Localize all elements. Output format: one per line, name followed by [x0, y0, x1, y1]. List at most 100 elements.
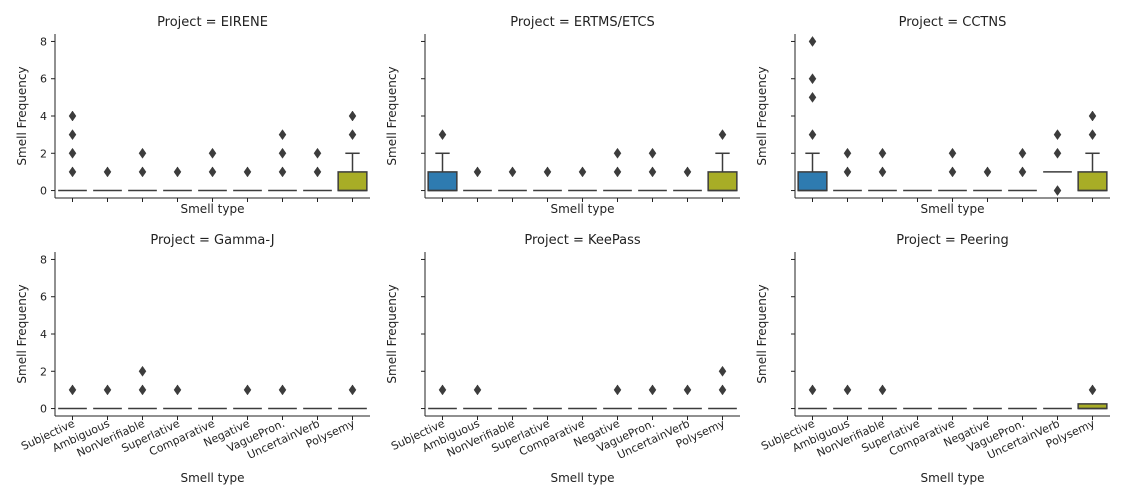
outlier-point — [843, 147, 852, 159]
outlier-point — [103, 166, 112, 178]
outlier-point — [313, 147, 322, 159]
y-tick-label: 4 — [40, 328, 47, 341]
outlier-point — [438, 384, 447, 396]
outlier-point — [278, 166, 287, 178]
outlier-point — [578, 166, 587, 178]
outlier-point — [138, 166, 147, 178]
box-subjective — [427, 129, 458, 202]
box-nonverifiable: NonVerifiable — [815, 384, 897, 460]
box-vaguepron — [638, 147, 667, 202]
box-uncertainverb — [1043, 129, 1072, 202]
outlier-point — [683, 384, 692, 396]
box-vaguepron — [268, 129, 297, 202]
panel-3: Project = CCTNS Smell Frequency Smell type — [755, 15, 1110, 216]
outlier-point — [278, 147, 287, 159]
panel-5: Project = KeePass Smell Frequency Smell ty… — [385, 233, 740, 485]
y-axis-label: Smell Frequency — [385, 284, 399, 383]
outlier-point — [138, 365, 147, 377]
y-tick-label: 0 — [40, 403, 47, 416]
outlier-point — [278, 129, 287, 141]
y-tick-label: 0 — [40, 185, 47, 198]
box-nonverifiable — [128, 147, 157, 202]
x-axis-label: Smell type — [551, 471, 615, 485]
outlier-point — [683, 166, 692, 178]
panel-title: Project = KeePass — [524, 233, 641, 248]
panel-6: Project = Peering Smell Frequency Smell ty… — [755, 233, 1110, 485]
outlier-point — [508, 166, 517, 178]
y-tick-label: 6 — [40, 73, 47, 86]
outlier-point — [613, 166, 622, 178]
box-ambiguous — [463, 166, 492, 202]
outlier-point — [718, 384, 727, 396]
outlier-point — [878, 384, 887, 396]
box-superlative — [163, 166, 192, 202]
box-vaguepron — [1008, 147, 1037, 202]
panel-1: Project = EIRENE 0 2 4 6 8 Smell Frequency Smel… — [15, 15, 370, 216]
y-axis-label: Smell Frequency — [385, 66, 399, 165]
outlier-point — [878, 147, 887, 159]
outlier-point — [808, 129, 817, 141]
box-comparative — [568, 166, 597, 202]
outlier-point — [718, 129, 727, 141]
panel-title: Project = EIRENE — [157, 15, 268, 30]
box-ambiguous — [93, 166, 122, 202]
box-uncertainverb — [303, 147, 332, 202]
outlier-point — [1053, 129, 1062, 141]
outlier-point — [648, 147, 657, 159]
outlier-point — [138, 384, 147, 396]
outlier-point — [948, 147, 957, 159]
box-subjective — [797, 36, 828, 202]
box-body — [707, 171, 738, 192]
outlier-point — [173, 166, 182, 178]
box-superlative — [903, 189, 932, 202]
panel-4: Project = Gamma-J 0 2 4 6 8 Smell Frequency Sme… — [15, 233, 370, 485]
box-superlative — [533, 166, 562, 202]
y-tick-label: 4 — [40, 110, 47, 123]
box-comparative — [938, 147, 967, 202]
outlier-point — [948, 166, 957, 178]
y-tick-label: 6 — [40, 291, 47, 304]
outlier-point — [68, 147, 77, 159]
outlier-point — [208, 147, 217, 159]
outlier-point — [648, 166, 657, 178]
outlier-point — [243, 384, 252, 396]
box-body — [1077, 171, 1108, 192]
outlier-point — [68, 110, 77, 122]
y-tick-label: 2 — [40, 365, 47, 378]
outlier-point — [843, 384, 852, 396]
outlier-point — [648, 384, 657, 396]
box-uncertainverb: UncertainVerb — [615, 384, 702, 462]
outlier-point — [808, 91, 817, 103]
box-body — [797, 171, 828, 192]
outlier-point — [348, 110, 357, 122]
y-axis-label: Smell Frequency — [15, 66, 29, 165]
y-tick-label: 2 — [40, 147, 47, 160]
outlier-point — [808, 36, 817, 47]
box-polysemy — [1077, 110, 1108, 202]
y-axis-label: Smell Frequency — [755, 284, 769, 383]
panel-title: Project = Peering — [896, 233, 1008, 248]
outlier-point — [878, 166, 887, 178]
outlier-point — [208, 166, 217, 178]
outlier-point — [718, 365, 727, 377]
panel-title: Project = CCTNS — [899, 15, 1007, 30]
outlier-point — [843, 166, 852, 178]
outlier-point — [68, 129, 77, 141]
box-negative — [973, 166, 1002, 202]
box-uncertainverb — [673, 166, 702, 202]
box-polysemy — [707, 129, 738, 202]
outlier-point — [1088, 129, 1097, 141]
y-axis-label: Smell Frequency — [15, 284, 29, 383]
outlier-point — [473, 166, 482, 178]
outlier-point — [473, 384, 482, 396]
y-tick-label: 8 — [40, 253, 47, 266]
outlier-point — [1053, 185, 1062, 196]
x-axis-label: Smell type — [181, 471, 245, 485]
outlier-point — [348, 384, 357, 396]
box-body — [427, 171, 458, 192]
panel-title: Project = ERTMS/ETCS — [510, 15, 654, 30]
box-ambiguous — [833, 147, 862, 202]
outlier-point — [1018, 147, 1027, 159]
box-polysemy — [337, 110, 368, 202]
